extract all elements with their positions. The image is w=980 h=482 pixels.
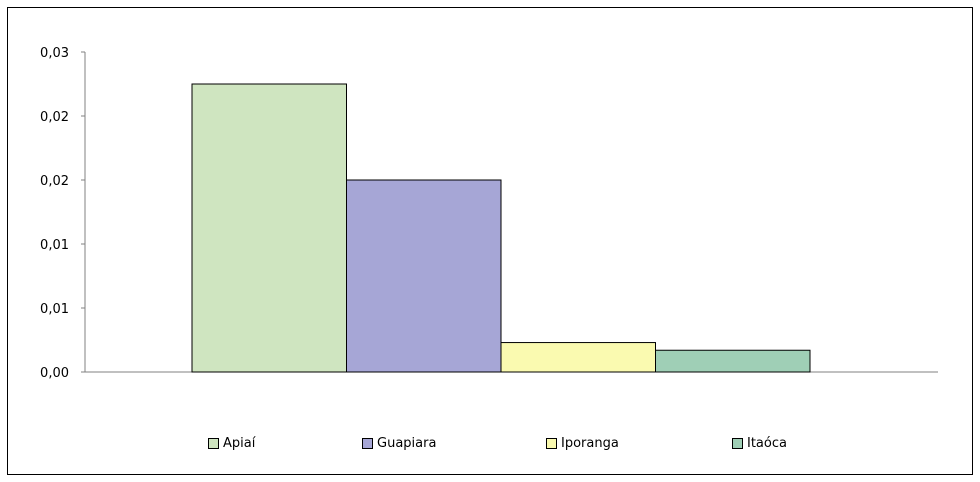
- legend-item-iporanga: Iporanga: [546, 436, 619, 451]
- legend-item-itaóca: Itaóca: [732, 436, 787, 451]
- y-tick-label: 0,01: [40, 238, 69, 253]
- legend-label: Apiaí: [223, 436, 256, 451]
- y-tick-label: 0,00: [40, 366, 69, 381]
- y-tick-label: 0,01: [40, 302, 69, 317]
- y-tick-label: 0,02: [40, 174, 69, 189]
- legend-item-guapiara: Guapiara: [362, 436, 436, 451]
- bar-iporanga: [500, 342, 656, 373]
- legend-swatch: [208, 438, 219, 449]
- legend-label: Guapiara: [377, 436, 437, 451]
- legend-swatch: [362, 438, 373, 449]
- legend-swatch: [732, 438, 743, 449]
- legend-label: Itaóca: [747, 436, 787, 451]
- legend-label: Iporanga: [561, 436, 619, 451]
- bar-apiaí: [191, 83, 347, 373]
- legend-item-apiaí: Apiaí: [208, 436, 255, 451]
- legend: Apiaí Guapiara Iporanga Itaóca: [0, 436, 980, 456]
- y-tick-label: 0,03: [40, 46, 69, 61]
- legend-swatch: [546, 438, 557, 449]
- bar-itaóca: [655, 349, 811, 373]
- bar-guapiara: [346, 179, 502, 373]
- y-tick-label: 0,02: [40, 110, 69, 125]
